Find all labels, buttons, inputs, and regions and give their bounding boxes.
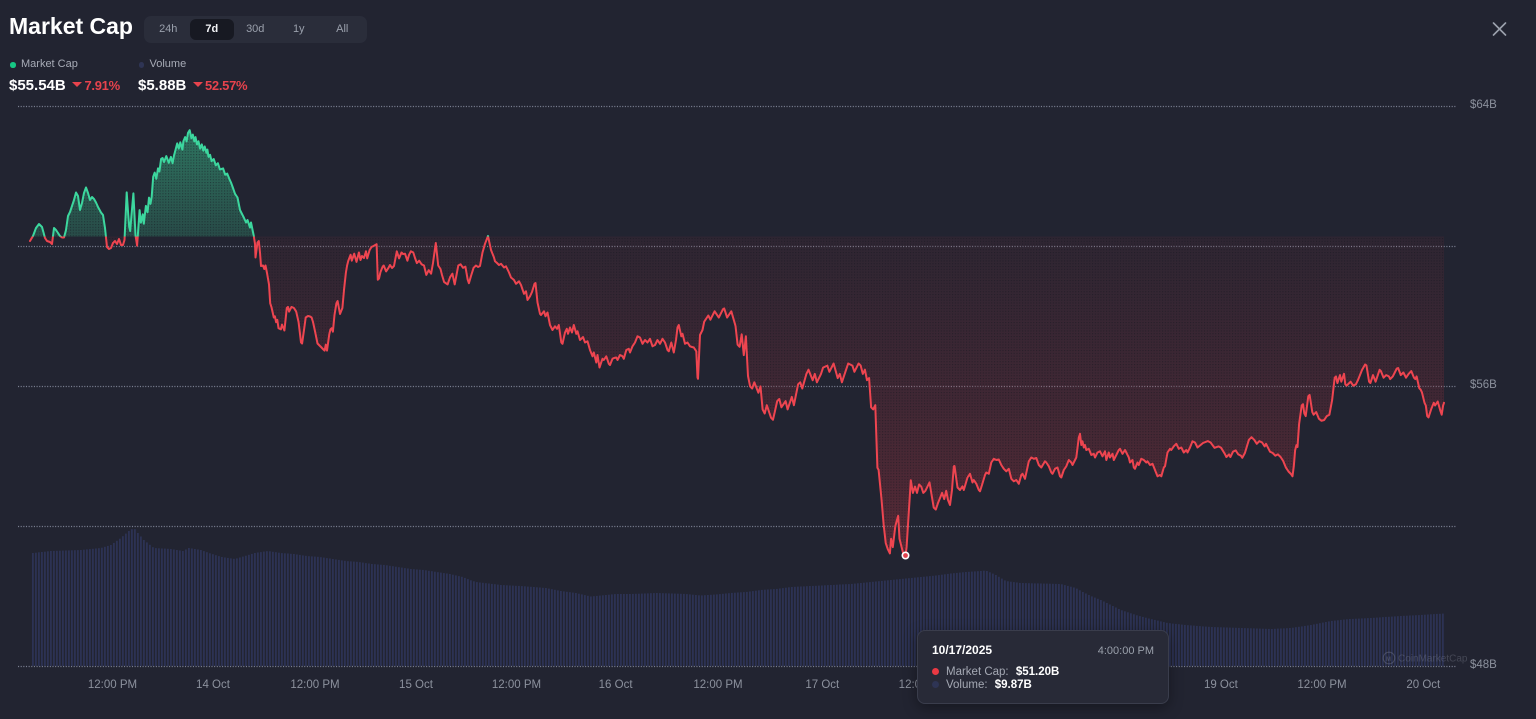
svg-text:CoinMarketCap: CoinMarketCap (1398, 654, 1468, 665)
svg-text:M: M (1386, 657, 1391, 663)
